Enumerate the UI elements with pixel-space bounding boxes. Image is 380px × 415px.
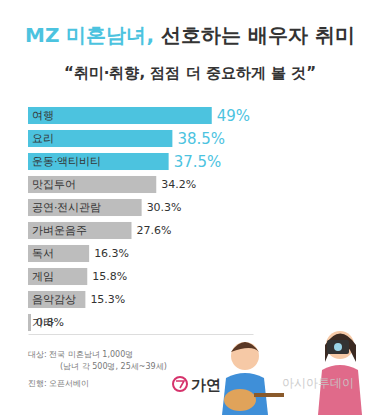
category-label: 가벼운음주 <box>32 224 87 237</box>
category-label: 운동·액티비티 <box>32 155 102 168</box>
axis-line <box>29 334 254 335</box>
category-label: 독서 <box>32 247 54 260</box>
notes: 대상: 전국 미혼남녀 1,000명 (남녀 각 500명, 25세~39세) 진행… <box>28 350 167 388</box>
bar <box>28 314 31 331</box>
data-label: 15.8% <box>92 270 127 283</box>
bar <box>28 268 87 285</box>
bar <box>28 199 142 216</box>
data-label: 27.6% <box>137 224 172 237</box>
subtitle: “취미·취향, 점점 더 중요하게 볼 것” <box>64 64 316 82</box>
title: MZ 미혼남녀, 선호하는 배우자 취미 <box>25 23 355 47</box>
camera <box>327 340 349 354</box>
bar <box>28 130 172 147</box>
category-label: 요리 <box>32 132 54 145</box>
illustration <box>222 331 362 415</box>
note: 진행: 오픈서베이 <box>28 379 89 388</box>
x-axis <box>29 334 254 335</box>
person-head <box>231 342 259 370</box>
chart: MZ 미혼남녀, 선호하는 배우자 취미 “취미·취향, 점점 더 중요하게 볼 … <box>0 0 380 415</box>
data-label: 16.3% <box>94 247 129 260</box>
data-label: 49% <box>217 107 250 125</box>
background <box>0 0 380 415</box>
category-label: 게임 <box>32 270 54 283</box>
logo: 가연 <box>173 376 221 394</box>
bar <box>28 222 132 239</box>
category-label: 여행 <box>32 109 54 122</box>
person-hair <box>231 342 259 352</box>
category-label: 공연·전시관람 <box>32 201 102 214</box>
bar <box>28 107 212 124</box>
bar <box>28 291 85 308</box>
category-label: 음악감상 <box>32 293 76 306</box>
data-label: 37.5% <box>174 153 222 171</box>
bar <box>28 245 89 262</box>
logo-text: 가연 <box>191 376 221 394</box>
person-body <box>318 365 362 415</box>
bar <box>28 176 156 193</box>
camera-lens <box>334 343 342 351</box>
data-labels: 49% 38.5% 37.5% 34.2% 30.3% 27.6% 16.3% 15.8% 15… <box>36 107 250 330</box>
data-label: 15.3% <box>90 293 125 306</box>
bar <box>28 153 169 170</box>
note: 대상: 전국 미혼남녀 1,000명 <box>28 350 133 359</box>
guitar <box>224 389 256 411</box>
data-label: 0.8% <box>36 316 64 329</box>
note: (남녀 각 500명, 25세~39세) <box>60 362 167 371</box>
logo-icon-mark <box>176 381 184 388</box>
category-label: 맛집투어 <box>32 178 76 191</box>
person-hair <box>325 334 356 363</box>
data-label: 34.2% <box>161 178 196 191</box>
logo-icon <box>173 377 187 391</box>
data-label: 38.5% <box>177 130 225 148</box>
data-label: 30.3% <box>147 201 182 214</box>
guitar-neck <box>254 393 284 397</box>
watermark: 아시아투데이 <box>282 376 354 390</box>
